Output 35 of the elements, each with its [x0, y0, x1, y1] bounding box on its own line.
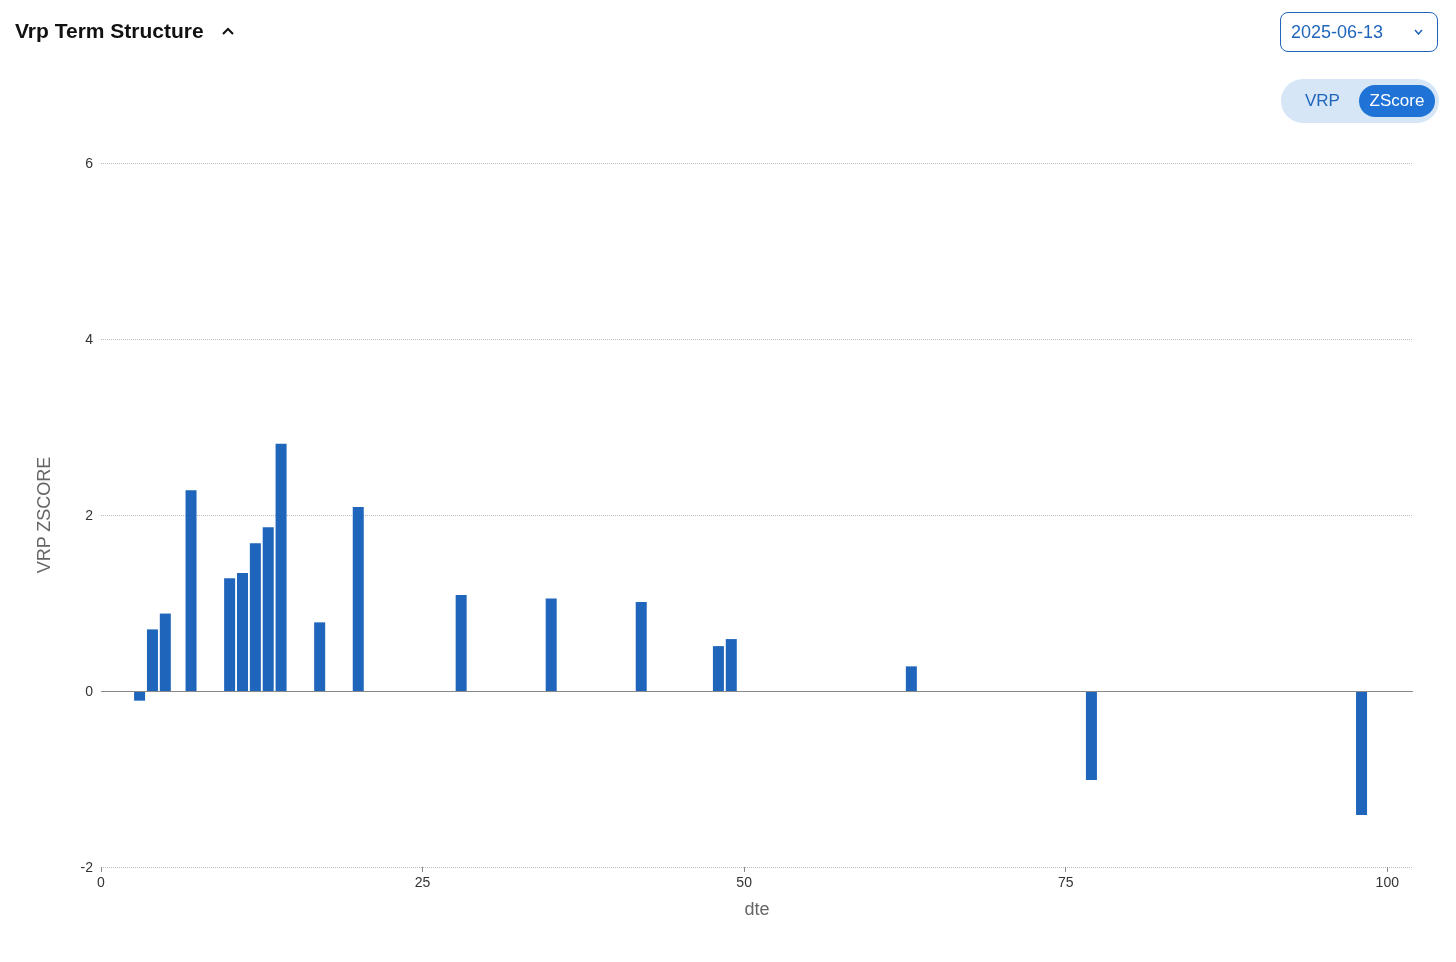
y-tick-label: 4 [85, 331, 94, 347]
bar [185, 490, 197, 691]
text: ZScore [1359, 85, 1435, 117]
bar [352, 507, 364, 691]
bar [262, 527, 274, 691]
chart-title: Vrp Term Structure [15, 19, 204, 43]
bar [1085, 691, 1097, 780]
text: 2025-06-13 [1291, 21, 1384, 43]
bar [146, 629, 158, 691]
bar [455, 595, 467, 691]
bar [905, 666, 917, 691]
bar [134, 691, 146, 701]
bar [725, 639, 737, 691]
y-tick-label: 0 [85, 683, 94, 699]
bar [249, 543, 261, 691]
y-tick-label: -2 [80, 859, 94, 875]
bar [712, 646, 724, 691]
y-tick-label: 6 [85, 155, 94, 171]
x-tick-label: 75 [1057, 874, 1074, 890]
y-tick-label: 2 [85, 507, 94, 523]
bar [236, 573, 248, 691]
x-tick-label: 100 [1375, 874, 1400, 890]
x-tick-label: 0 [97, 874, 106, 890]
bar [545, 598, 557, 691]
bar [314, 622, 326, 691]
x-axis-title: dte [744, 899, 770, 919]
text: VRP [1305, 90, 1340, 112]
bar [635, 602, 647, 691]
y-axis-title: VRP ZSCORE [34, 456, 54, 574]
bar [275, 443, 287, 691]
x-tick-label: 50 [736, 874, 753, 890]
bar [159, 613, 171, 691]
bar [1356, 691, 1368, 816]
x-tick-label: 25 [414, 874, 431, 890]
bar [224, 578, 236, 691]
